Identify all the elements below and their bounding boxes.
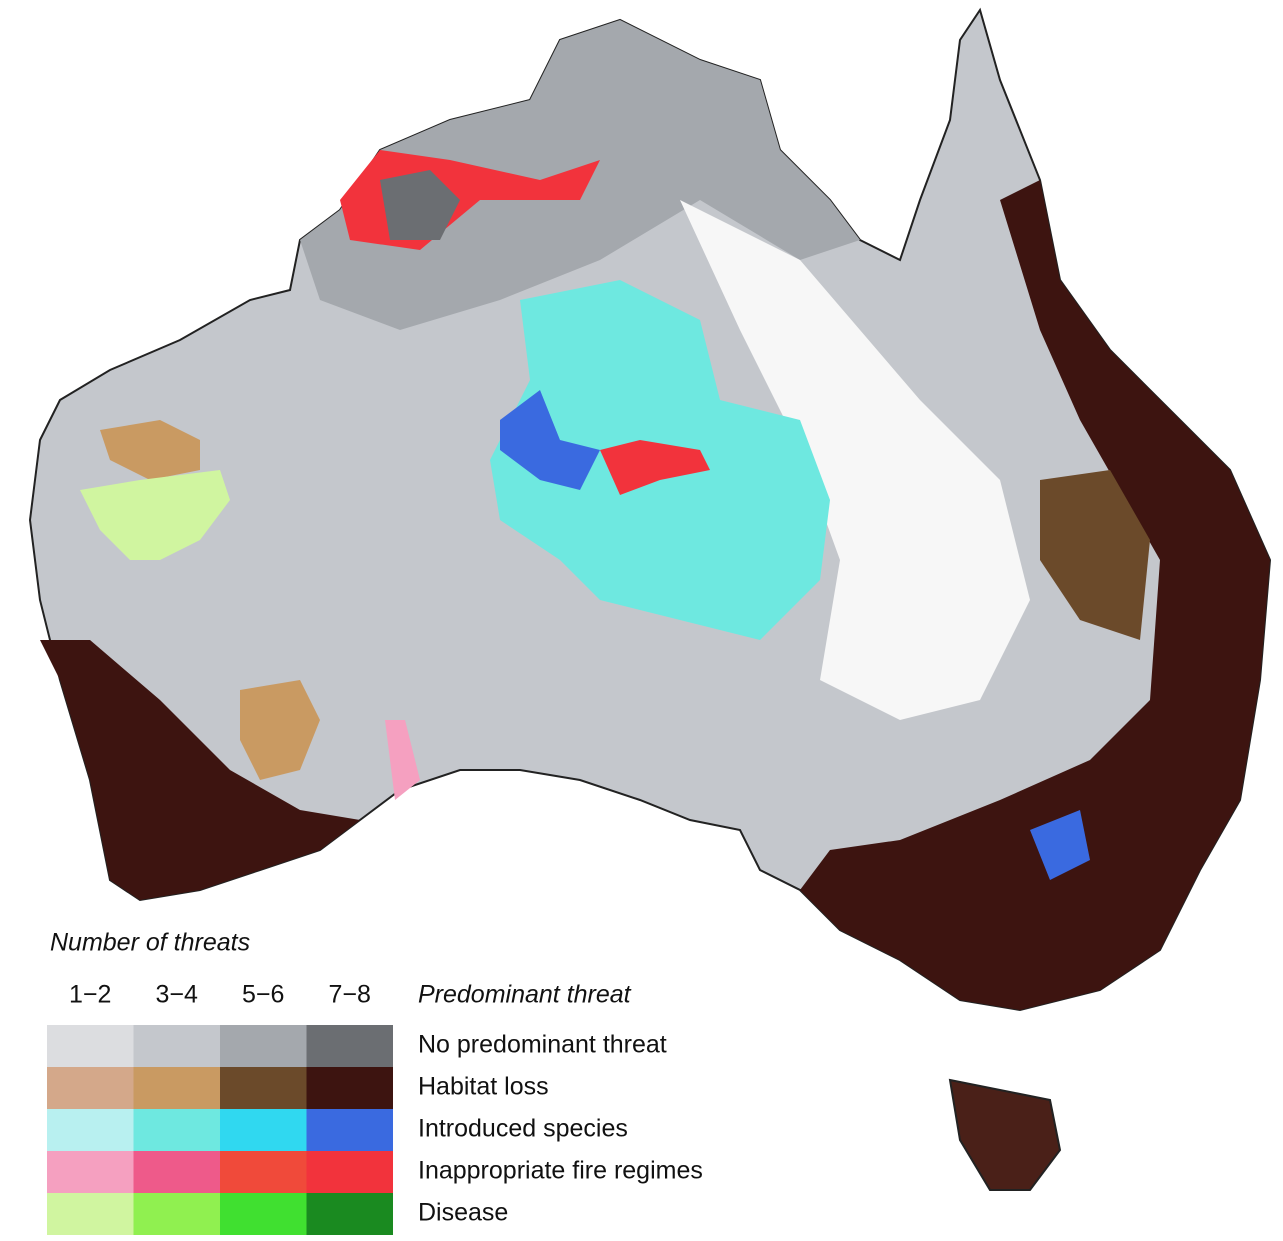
tasmania (948, 1078, 1062, 1191)
legend-swatch (306, 1067, 393, 1109)
legend-swatch (306, 1151, 393, 1193)
east-coast-region (800, 180, 1270, 1010)
legend-swatch (47, 1067, 134, 1109)
legend-swatch (220, 1109, 307, 1151)
legend-swatch (306, 1109, 393, 1151)
introduced-dark (500, 390, 600, 490)
fire-center (600, 440, 710, 495)
legend-swatch (47, 1193, 134, 1235)
row-label: Disease (418, 1199, 508, 1227)
legend-swatch (220, 1193, 307, 1235)
legend-swatch (133, 1109, 220, 1151)
row-label: No predominant threat (418, 1031, 667, 1059)
column-label: 3−4 (156, 981, 199, 1009)
legend-swatch (220, 1067, 307, 1109)
legend-title: Number of threats (50, 929, 250, 957)
white-region (680, 200, 1030, 720)
rows-title: Predominant threat (418, 981, 632, 1009)
row-label: Introduced species (418, 1115, 628, 1143)
habitat-south (240, 680, 320, 780)
legend-swatch (306, 1025, 393, 1067)
legend-swatch (133, 1151, 220, 1193)
legend-swatch (220, 1151, 307, 1193)
habitat-region (1040, 470, 1150, 640)
legend-swatch (133, 1193, 220, 1235)
legend-swatch (220, 1025, 307, 1067)
australia-map (28, 7, 1272, 1191)
legend-swatch (133, 1067, 220, 1109)
legend-swatch (47, 1025, 134, 1067)
fire-south (385, 720, 420, 800)
row-label: Habitat loss (418, 1073, 549, 1101)
column-label: 5−6 (242, 981, 284, 1009)
habitat-west (100, 420, 200, 480)
row-label: Inappropriate fire regimes (418, 1157, 703, 1185)
column-label: 7−8 (329, 981, 371, 1009)
legend-swatch (47, 1109, 134, 1151)
fire-region-dark (380, 170, 460, 240)
legend-swatch (47, 1151, 134, 1193)
legend-swatch (133, 1025, 220, 1067)
southwest-region (40, 640, 360, 900)
disease-west (80, 470, 230, 560)
legend: Number of threats Predominant threat 1−2… (47, 929, 703, 1235)
legend-swatch (306, 1193, 393, 1235)
column-label: 1−2 (69, 981, 111, 1009)
blue-southeast (1030, 810, 1090, 880)
